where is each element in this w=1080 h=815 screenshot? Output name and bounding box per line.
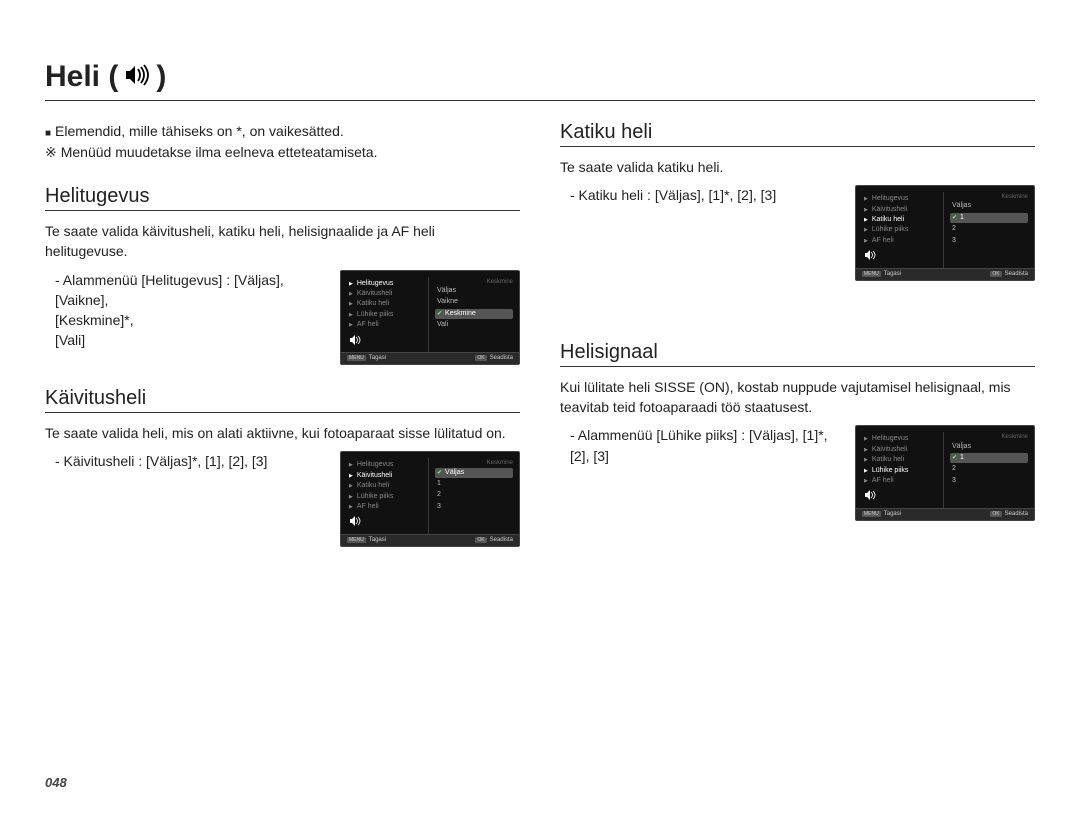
- lcd-menu-item: AF heli: [864, 476, 939, 486]
- heading-katikuheli: Katiku heli: [560, 121, 1035, 147]
- lcd-menu-item: Käivitusheli: [349, 471, 424, 481]
- lcd-right-header: Keskmine: [950, 434, 1028, 441]
- lcd-right-header: Keskmine: [435, 279, 513, 286]
- speaker-icon: [864, 490, 939, 503]
- lcd-katikuheli: HelitugevusKäivitusheliKatiku heliLühike…: [855, 185, 1035, 281]
- lcd-menu-item: Käivitusheli: [349, 289, 424, 299]
- lcd-menu-item: AF heli: [349, 502, 424, 512]
- lcd-menu-item: Lühike piiks: [864, 466, 939, 476]
- note-change: Menüüd muudetakse ilma eelneva etteteata…: [45, 142, 520, 163]
- speaker-icon: [124, 60, 150, 94]
- heading-helisignaal: Helisignaal: [560, 341, 1035, 367]
- heading-kaivitusheli: Käivitusheli: [45, 387, 520, 413]
- speaker-icon: [349, 516, 424, 529]
- lcd-option: Väljas: [950, 442, 1028, 452]
- lcd-option: 3: [950, 236, 1028, 246]
- lcd-option: Vaikne: [435, 297, 513, 307]
- lcd-menu-item: AF heli: [864, 236, 939, 246]
- lcd-menu-item: Katiku heli: [864, 455, 939, 465]
- page-number: 048: [45, 775, 67, 790]
- lcd-footer: MENUTagasiOKSeadista: [341, 534, 519, 546]
- speaker-icon: [864, 250, 939, 263]
- lcd-menu-item: Katiku heli: [349, 481, 424, 491]
- lcd-menu-item: Helitugevus: [864, 434, 939, 444]
- notes-block: Elemendid, mille tähiseks on *, on vaike…: [45, 121, 520, 163]
- sub-katikuheli: - Katiku heli : [Väljas], [1]*, [2], [3]: [570, 185, 841, 205]
- lcd-option: 1: [950, 213, 1028, 223]
- speaker-icon: [349, 335, 424, 348]
- lcd-menu-item: Helitugevus: [349, 460, 424, 470]
- title-suffix: ): [156, 60, 166, 94]
- note-defaults: Elemendid, mille tähiseks on *, on vaike…: [45, 121, 520, 142]
- title-prefix: Heli (: [45, 60, 118, 94]
- lcd-option: Väljas: [950, 201, 1028, 211]
- lcd-menu-item: Lühike piiks: [349, 310, 424, 320]
- lcd-option: 1: [435, 479, 513, 489]
- sub-helitugevus: - Alammenüü [Helitugevus] : [Väljas], [V…: [55, 270, 326, 351]
- body-helitugevus: Te saate valida käivitusheli, katiku hel…: [45, 221, 520, 262]
- lcd-option: 2: [950, 224, 1028, 234]
- lcd-option: 3: [435, 502, 513, 512]
- lcd-kaivitusheli: HelitugevusKäivitusheliKatiku heliLühike…: [340, 451, 520, 547]
- lcd-menu-item: Lühike piiks: [864, 225, 939, 235]
- right-column: Katiku heli Te saate valida katiku heli.…: [560, 121, 1035, 547]
- lcd-option: Vali: [435, 320, 513, 330]
- body-katikuheli: Te saate valida katiku heli.: [560, 157, 1035, 177]
- lcd-right-header: Keskmine: [435, 460, 513, 467]
- lcd-menu-item: Lühike piiks: [349, 492, 424, 502]
- lcd-option: 1: [950, 453, 1028, 463]
- lcd-option: 2: [435, 490, 513, 500]
- lcd-menu-item: Helitugevus: [349, 279, 424, 289]
- body-helisignaal: Kui lülitate heli SISSE (ON), kostab nup…: [560, 377, 1035, 418]
- lcd-menu-item: Katiku heli: [349, 299, 424, 309]
- lcd-right-header: Keskmine: [950, 194, 1028, 201]
- left-column: Elemendid, mille tähiseks on *, on vaike…: [45, 121, 520, 547]
- lcd-option: Väljas: [435, 468, 513, 478]
- lcd-footer: MENUTagasiOKSeadista: [341, 352, 519, 364]
- lcd-menu-item: Käivitusheli: [864, 205, 939, 215]
- lcd-menu-item: AF heli: [349, 320, 424, 330]
- lcd-menu-item: Käivitusheli: [864, 445, 939, 455]
- sub-kaivitusheli: - Käivitusheli : [Väljas]*, [1], [2], [3…: [55, 451, 326, 471]
- lcd-menu-item: Katiku heli: [864, 215, 939, 225]
- sub-helisignaal: - Alammenüü [Lühike piiks] : [Väljas], […: [570, 425, 841, 466]
- lcd-option: Keskmine: [435, 309, 513, 319]
- page-title: Heli ( ): [45, 60, 1035, 101]
- lcd-option: 3: [950, 476, 1028, 486]
- body-kaivitusheli: Te saate valida heli, mis on alati aktii…: [45, 423, 520, 443]
- lcd-helisignaal: HelitugevusKäivitusheliKatiku heliLühike…: [855, 425, 1035, 521]
- lcd-footer: MENUTagasiOKSeadista: [856, 268, 1034, 280]
- heading-helitugevus: Helitugevus: [45, 185, 520, 211]
- lcd-option: Väljas: [435, 286, 513, 296]
- lcd-footer: MENUTagasiOKSeadista: [856, 508, 1034, 520]
- lcd-option: 2: [950, 464, 1028, 474]
- lcd-menu-item: Helitugevus: [864, 194, 939, 204]
- lcd-helitugevus: HelitugevusKäivitusheliKatiku heliLühike…: [340, 270, 520, 366]
